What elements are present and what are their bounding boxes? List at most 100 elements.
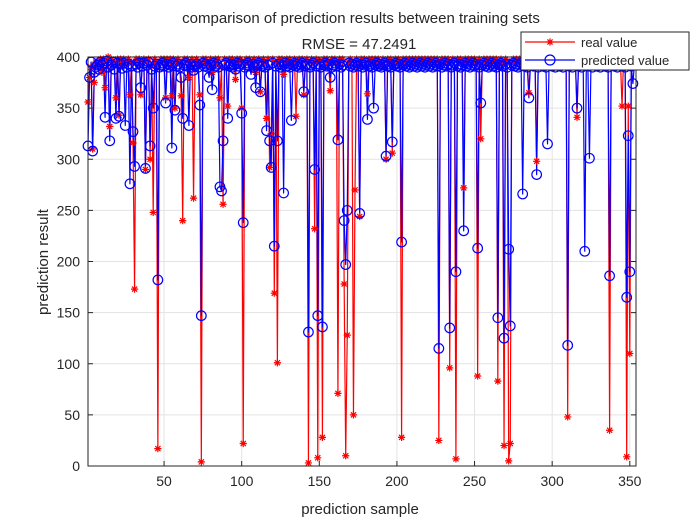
y-tick-label: 0 bbox=[72, 458, 80, 474]
data-point-predicted bbox=[332, 134, 344, 146]
data-point-predicted bbox=[262, 59, 274, 71]
legend-label-predicted: predicted value bbox=[581, 53, 669, 68]
data-point-predicted bbox=[138, 57, 150, 69]
data-point-real bbox=[340, 280, 348, 288]
data-point-predicted bbox=[621, 291, 633, 303]
data-point-predicted bbox=[330, 60, 342, 72]
data-point-real bbox=[140, 55, 148, 63]
data-point-predicted bbox=[205, 59, 217, 71]
data-point-real bbox=[452, 455, 460, 463]
data-point-real bbox=[141, 165, 150, 174]
data-point-predicted bbox=[236, 107, 248, 119]
data-point-predicted bbox=[341, 204, 353, 216]
data-point-predicted bbox=[362, 113, 373, 125]
data-point-real bbox=[342, 452, 350, 460]
data-point-real bbox=[573, 113, 581, 121]
data-point-predicted bbox=[104, 135, 116, 147]
data-point-real bbox=[494, 377, 502, 385]
data-point-predicted bbox=[245, 68, 257, 80]
data-point-predicted bbox=[450, 266, 462, 278]
data-point-real bbox=[266, 163, 274, 172]
data-point-predicted bbox=[203, 72, 215, 83]
data-point-real bbox=[135, 55, 143, 63]
data-point-predicted bbox=[217, 135, 229, 147]
data-point-predicted bbox=[195, 310, 207, 322]
data-point-predicted bbox=[433, 343, 445, 354]
data-point-predicted bbox=[377, 59, 389, 71]
data-point-real bbox=[177, 92, 185, 100]
data-point-predicted bbox=[276, 59, 288, 71]
data-point-real bbox=[397, 433, 406, 441]
data-point-predicted bbox=[444, 322, 456, 334]
legend-asterisk-shape bbox=[546, 38, 554, 46]
data-point-real bbox=[326, 87, 334, 95]
data-point-real bbox=[197, 458, 205, 466]
data-point-predicted bbox=[624, 266, 636, 278]
data-point-real bbox=[318, 433, 327, 441]
data-point-real bbox=[338, 55, 347, 63]
data-point-predicted bbox=[166, 142, 178, 154]
data-point-predicted bbox=[122, 58, 134, 70]
y-axis-title: prediction result bbox=[35, 208, 52, 315]
data-point-real bbox=[272, 58, 280, 66]
data-point-predicted bbox=[278, 187, 290, 199]
data-point-real bbox=[349, 411, 358, 419]
y-tick-label: 100 bbox=[57, 356, 81, 372]
data-point-real bbox=[382, 155, 390, 163]
data-point-predicted bbox=[386, 136, 398, 148]
data-point-real bbox=[475, 55, 483, 63]
data-point-real bbox=[126, 91, 134, 99]
data-point-real bbox=[497, 55, 505, 63]
data-point-predicted bbox=[147, 102, 159, 114]
data-point-predicted bbox=[312, 310, 324, 322]
data-point-real bbox=[474, 372, 482, 380]
data-point-real bbox=[352, 55, 361, 63]
y-tick-label: 350 bbox=[57, 100, 81, 116]
data-point-predicted bbox=[523, 92, 535, 104]
data-point-real bbox=[169, 55, 177, 63]
x-tick-label: 350 bbox=[618, 473, 642, 489]
data-point-predicted bbox=[110, 112, 122, 124]
data-point-predicted bbox=[270, 60, 282, 72]
data-point-real bbox=[255, 55, 263, 63]
data-point-predicted bbox=[99, 111, 111, 123]
data-point-real bbox=[208, 68, 216, 76]
data-point-predicted bbox=[472, 242, 484, 254]
data-point-predicted bbox=[571, 102, 583, 114]
data-point-predicted bbox=[129, 161, 140, 172]
y-axis-ticks: 0 50 100 150 200 250 300 350 400 bbox=[57, 49, 636, 474]
legend: real value predicted value bbox=[520, 31, 690, 71]
data-point-real bbox=[256, 88, 264, 96]
data-point-real bbox=[217, 63, 226, 71]
data-point-real bbox=[477, 135, 485, 143]
data-point-real bbox=[262, 114, 271, 122]
data-point-predicted bbox=[150, 58, 162, 70]
data-point-real bbox=[171, 104, 179, 112]
x-tick-label: 300 bbox=[540, 473, 564, 489]
data-point-real bbox=[196, 91, 204, 99]
data-point-real bbox=[505, 457, 513, 465]
data-point-predicted bbox=[604, 270, 616, 282]
data-point-predicted bbox=[380, 150, 392, 162]
data-point-predicted bbox=[160, 97, 172, 109]
data-point-real bbox=[500, 441, 508, 450]
chart-title: comparison of prediction results between… bbox=[182, 10, 540, 27]
data-point-predicted bbox=[323, 58, 335, 70]
x-tick-label: 200 bbox=[385, 473, 409, 489]
data-point-predicted bbox=[183, 120, 195, 131]
data-point-predicted bbox=[177, 112, 189, 124]
data-point-predicted bbox=[254, 86, 266, 98]
data-point-predicted bbox=[119, 120, 131, 131]
legend-marker-asterisk bbox=[546, 38, 554, 46]
data-point-real bbox=[144, 55, 153, 63]
data-point-real bbox=[106, 122, 114, 131]
x-tick-label: 150 bbox=[308, 473, 332, 489]
data-point-predicted bbox=[144, 140, 156, 152]
data-point-predicted bbox=[237, 217, 249, 229]
data-point-real bbox=[130, 285, 139, 293]
data-point-real bbox=[179, 217, 187, 225]
data-point-real bbox=[311, 225, 319, 233]
data-point-real bbox=[351, 186, 359, 194]
x-tick-label: 250 bbox=[463, 473, 487, 489]
